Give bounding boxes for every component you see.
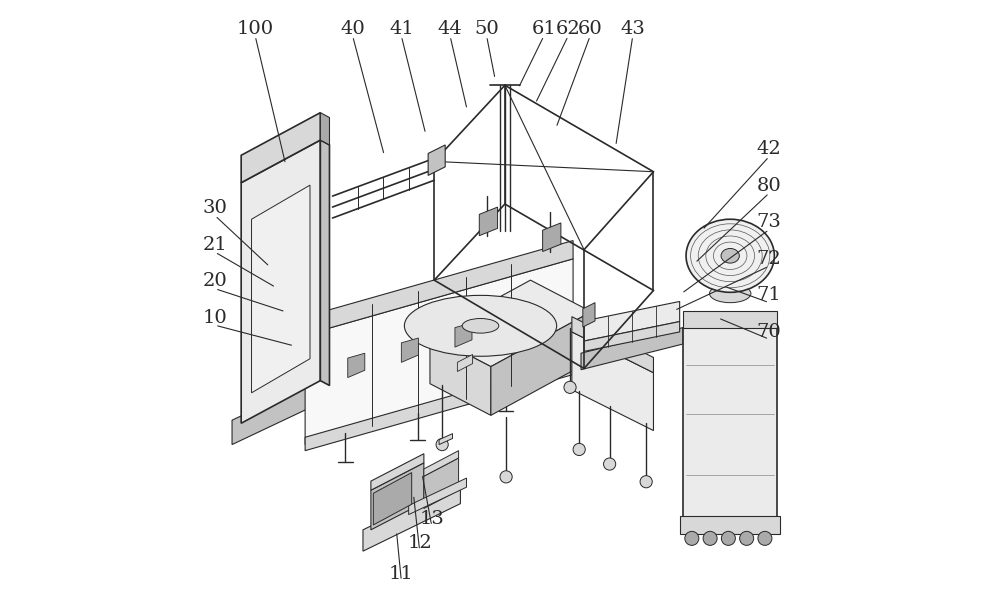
Polygon shape xyxy=(584,322,680,351)
Polygon shape xyxy=(348,353,365,378)
Polygon shape xyxy=(373,473,412,525)
Text: 21: 21 xyxy=(203,236,227,254)
Circle shape xyxy=(721,531,735,546)
Polygon shape xyxy=(428,145,445,175)
Polygon shape xyxy=(371,454,424,490)
Text: 43: 43 xyxy=(620,19,645,38)
Polygon shape xyxy=(305,259,573,445)
Text: 44: 44 xyxy=(438,19,462,38)
Text: 70: 70 xyxy=(757,323,782,341)
Text: 20: 20 xyxy=(203,272,227,290)
Polygon shape xyxy=(409,478,467,515)
Circle shape xyxy=(604,458,616,470)
Polygon shape xyxy=(683,328,777,519)
Ellipse shape xyxy=(404,295,557,356)
Circle shape xyxy=(740,531,754,546)
Polygon shape xyxy=(572,332,653,431)
Ellipse shape xyxy=(686,219,774,292)
Polygon shape xyxy=(680,516,780,534)
Polygon shape xyxy=(363,482,460,551)
Polygon shape xyxy=(320,140,329,385)
Ellipse shape xyxy=(462,319,499,333)
Text: 50: 50 xyxy=(474,19,499,38)
Polygon shape xyxy=(430,280,591,367)
Polygon shape xyxy=(491,312,591,415)
Polygon shape xyxy=(232,373,333,445)
Polygon shape xyxy=(305,241,573,335)
Circle shape xyxy=(640,476,652,488)
Text: 13: 13 xyxy=(419,510,444,528)
Circle shape xyxy=(573,443,585,456)
Text: 30: 30 xyxy=(203,199,227,217)
Circle shape xyxy=(703,531,717,546)
Polygon shape xyxy=(424,458,459,509)
Text: 61: 61 xyxy=(531,19,556,38)
Ellipse shape xyxy=(709,284,751,303)
Polygon shape xyxy=(305,361,573,451)
Polygon shape xyxy=(320,113,329,145)
Text: 10: 10 xyxy=(203,309,227,327)
Polygon shape xyxy=(584,301,680,341)
Polygon shape xyxy=(241,113,320,183)
Polygon shape xyxy=(479,207,498,236)
Polygon shape xyxy=(430,335,491,415)
Text: 40: 40 xyxy=(340,19,365,38)
Text: 73: 73 xyxy=(757,213,782,231)
Polygon shape xyxy=(683,311,777,328)
Polygon shape xyxy=(252,185,310,393)
Text: 41: 41 xyxy=(389,19,414,38)
Polygon shape xyxy=(583,303,595,327)
Text: 100: 100 xyxy=(237,19,274,38)
Text: 42: 42 xyxy=(757,140,782,158)
Polygon shape xyxy=(457,354,473,371)
Text: 62: 62 xyxy=(556,19,581,38)
Text: 12: 12 xyxy=(407,534,432,552)
Text: 60: 60 xyxy=(578,19,603,38)
Polygon shape xyxy=(439,434,452,445)
Polygon shape xyxy=(455,323,472,347)
Circle shape xyxy=(500,471,512,483)
Polygon shape xyxy=(543,223,561,252)
Circle shape xyxy=(436,438,448,451)
Polygon shape xyxy=(581,328,683,370)
Polygon shape xyxy=(572,317,653,373)
Polygon shape xyxy=(371,463,424,530)
Text: 11: 11 xyxy=(389,565,414,583)
Polygon shape xyxy=(401,338,418,362)
Text: 80: 80 xyxy=(757,177,782,195)
Circle shape xyxy=(685,531,699,546)
Polygon shape xyxy=(241,140,320,423)
Circle shape xyxy=(758,531,772,546)
Polygon shape xyxy=(424,451,459,476)
Ellipse shape xyxy=(721,248,739,263)
Text: 71: 71 xyxy=(757,286,782,304)
Circle shape xyxy=(564,381,576,393)
Text: 72: 72 xyxy=(757,250,782,268)
